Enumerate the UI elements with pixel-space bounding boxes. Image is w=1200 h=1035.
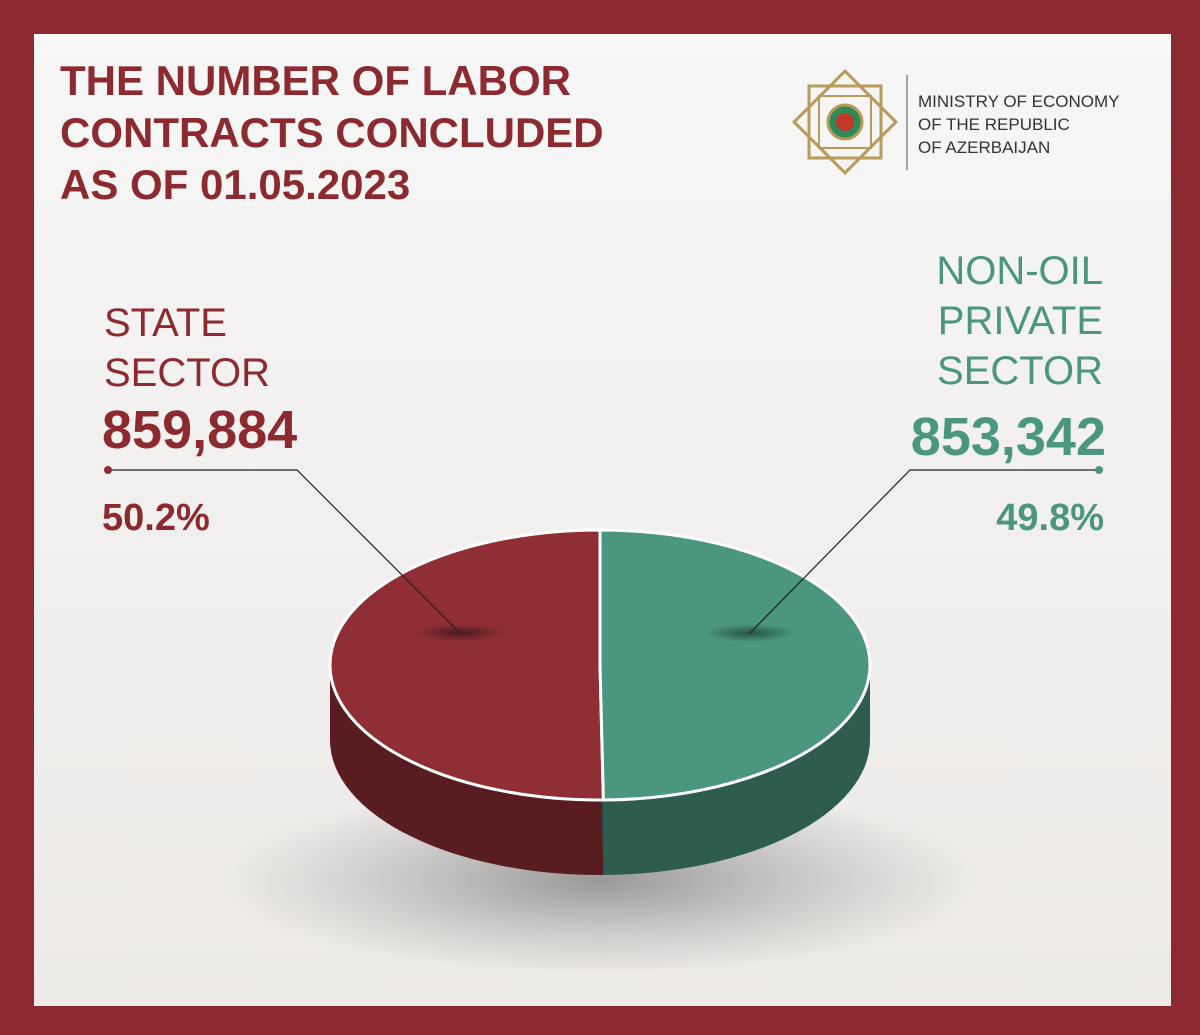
leader-dot (1095, 466, 1103, 474)
source: MINISTRY OF ECONOMY OF THE REPUBLIC OF A… (918, 92, 1120, 157)
value-label: 859,884 (102, 400, 297, 460)
category-label: STATE SECTOR (104, 301, 270, 395)
slice-side (603, 665, 870, 875)
percent-label: 50.2% (102, 497, 210, 539)
pie (328, 528, 872, 875)
leader-line (108, 469, 461, 634)
title: THE NUMBER OF LABOR CONTRACTS CONCLUDED … (60, 57, 604, 208)
leader-line (749, 469, 1099, 634)
slice (598, 528, 872, 802)
title-line: THE NUMBER OF LABOR (60, 57, 571, 104)
source-line: OF THE REPUBLIC (918, 115, 1070, 134)
slice (328, 528, 605, 802)
value-label: 853,342 (911, 407, 1106, 467)
slice-side (330, 665, 604, 875)
leader-dot (104, 466, 112, 474)
percent-label: 49.8% (996, 497, 1104, 539)
emblem (791, 68, 899, 176)
title-line: AS OF 01.05.2023 (60, 161, 410, 208)
source-line: MINISTRY OF ECONOMY (918, 92, 1120, 111)
source-line: OF AZERBAIJAN (918, 138, 1050, 157)
category-label: NON-OIL PRIVATE SECTOR (936, 249, 1103, 393)
title-line: CONTRACTS CONCLUDED (60, 109, 604, 156)
